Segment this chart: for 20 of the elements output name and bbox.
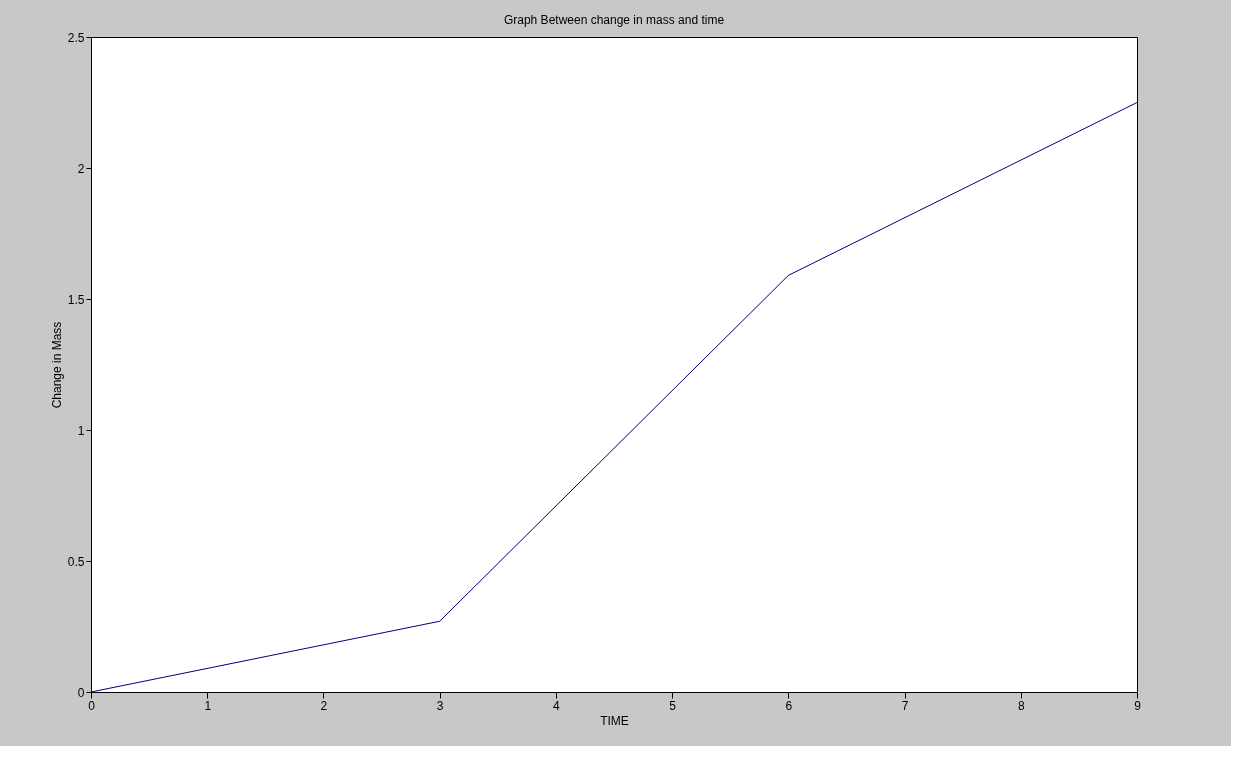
x-tick-label: 6 (785, 698, 793, 713)
y-tick-label: 1.5 (67, 292, 85, 307)
y-tick-label: 2 (77, 161, 85, 176)
y-axis-title: Change in Mass (49, 321, 64, 409)
x-tick-label: 3 (436, 698, 444, 713)
line-series (90, 102, 1138, 693)
x-tick-label: 4 (553, 698, 561, 713)
y-tick-label: 1 (77, 423, 85, 438)
x-tick-label: 5 (669, 698, 677, 713)
x-axis-title: TIME (600, 713, 629, 728)
y-tick-label: 0 (77, 685, 85, 700)
x-tick-label: 9 (1134, 698, 1142, 713)
x-tick-label: 0 (88, 698, 96, 713)
x-tick-label: 8 (1017, 698, 1025, 713)
x-tick-label: 7 (901, 698, 909, 713)
y-tick-label: 2.5 (67, 30, 85, 45)
chart-title: Graph Between change in mass and time (503, 13, 725, 27)
x-tick-label: 1 (204, 698, 212, 713)
x-tick-label: 2 (320, 698, 328, 713)
y-tick-label: 0.5 (67, 554, 85, 569)
